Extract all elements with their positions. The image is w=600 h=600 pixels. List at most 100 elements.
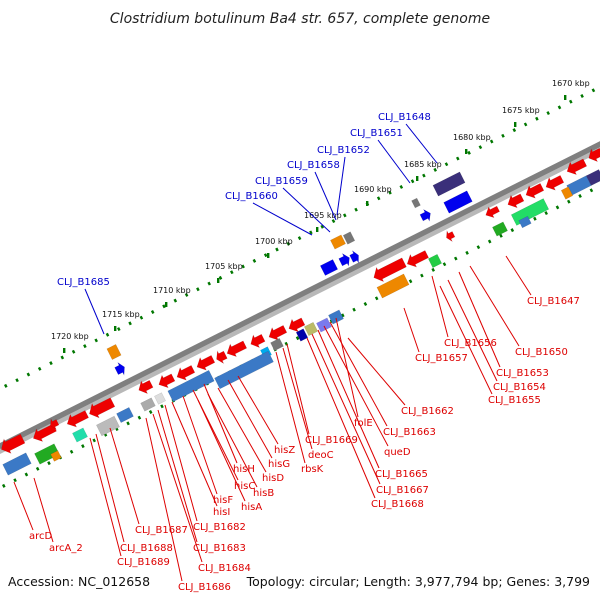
gene-label-reverse: hisA [241,502,262,513]
gene-label-reverse: hisC [234,481,255,492]
gene-label-reverse: CLJ_B1656 [444,338,497,349]
gene-label-reverse: CLJ_B1687 [135,525,188,536]
gene-arrow [196,355,216,371]
kbp-label: 1685 kbp [404,160,442,169]
gene-label-forward: CLJ_B1658 [287,160,340,171]
tick-mark [83,344,87,349]
gene-arrow [214,350,274,390]
gene-arrow [303,321,319,337]
kbp-major-tick [63,348,66,353]
kbp-label: 1710 kbp [153,286,191,295]
gene-label-reverse: CLJ_B1688 [120,543,173,554]
tick-mark [126,421,130,426]
tick-mark [286,241,291,246]
leader-line [237,375,279,445]
tick-mark [352,307,356,312]
gene-arrow [585,169,600,186]
kbp-label: 1700 kbp [255,237,293,246]
tick-mark [546,111,550,116]
kbp-label: 1680 kbp [453,133,491,142]
tick-mark [92,438,96,443]
gene-arrow [288,317,306,333]
tick-mark [501,133,505,138]
inner-tick-track [1,188,594,488]
tick-mark [535,116,539,121]
tick-mark [523,122,528,127]
gene-label-reverse: arcD [29,531,53,542]
kbp-label: 1705 kbp [205,262,243,271]
leader-line [335,317,359,418]
gene-label-forward: CLJ_B1685 [57,277,110,288]
gene-label-forward: CLJ_B1660 [225,191,278,202]
gene-label-reverse: CLJ_B1669 [305,435,358,446]
position-labels: 1670 kbp 1675 kbp 1680 kbp 1685 kbp 1690 kbp… [51,79,590,353]
kbp-major-tick [465,149,468,154]
leader-line [447,279,498,382]
gene-arrow [89,397,116,419]
gene-label-reverse: CLJ_B1657 [415,353,468,364]
kbp-major-tick [416,176,419,181]
tick-mark [297,236,302,241]
tick-mark [196,287,200,292]
leader-line [95,433,125,543]
tick-mark [399,184,404,189]
tick-mark [309,230,313,235]
tick-mark [275,247,279,252]
tick-mark [184,292,189,297]
leader-line [329,321,388,427]
leader-line [469,265,520,347]
gene-arrow [319,259,339,276]
tick-mark [331,219,336,224]
gene-arrow [270,337,284,352]
leader-line [323,325,389,447]
gene-label-reverse: folE [354,418,373,429]
gene-label-reverse: hisH [233,464,255,475]
gene-label-reverse: CLJ_B1668 [371,499,424,510]
tick-mark [589,188,594,193]
gene-arrow [525,183,545,199]
tick-mark [442,262,447,267]
gene-arrow [443,190,473,214]
gene-label-reverse: rbsK [301,464,324,475]
tick-mark [467,150,471,155]
gene-arrow [0,433,26,454]
leader-line [145,417,183,582]
gene-arrow [427,253,443,269]
tick-mark [499,233,503,238]
tick-mark [557,105,562,110]
gene-arrow [510,198,550,226]
tick-mark [3,383,8,388]
kbp-major-tick [316,227,319,232]
tick-mark [49,361,53,366]
leader-line [431,275,449,338]
tick-mark [60,355,65,360]
tick-mark [456,156,460,161]
tick-mark [15,378,19,383]
tick-mark [433,167,437,172]
gene-arrow [406,250,429,268]
tick-mark [139,315,144,320]
tick-mark [580,94,584,98]
gene-label-forward: CLJ_B1648 [378,112,431,123]
tick-mark [374,296,379,301]
gene-arrow [349,250,359,264]
gene-arrow [492,221,508,237]
gene-arrow [66,410,89,428]
kbp-major-tick [165,302,168,307]
leader-line [227,379,273,459]
tick-mark [578,194,582,198]
tick-mark [533,216,537,221]
gene-arrow [518,215,532,229]
gene-arrow [411,197,421,209]
gene-arrow [446,229,456,243]
tick-mark [489,139,494,144]
kbp-label: 1695 kbp [304,211,342,220]
tick-mark [229,270,234,275]
leader-line [286,343,310,435]
tick-mark [94,338,98,343]
tick-mark [116,327,121,332]
tick-mark [478,145,483,150]
tick-mark [241,264,245,269]
gene-label-reverse: hisG [268,459,290,470]
